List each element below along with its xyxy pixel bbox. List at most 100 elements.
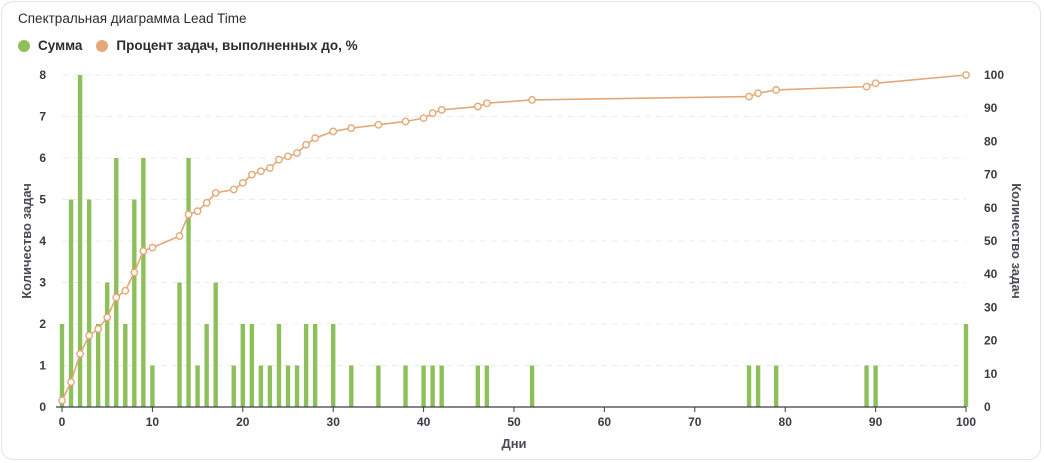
bar [86,199,92,407]
legend-label-sum: Сумма [38,38,83,53]
bar [439,365,444,407]
bar [213,282,218,407]
bar [195,365,200,407]
bar [529,365,535,407]
percent-point [428,109,437,118]
percent-point [247,170,256,179]
x-tick-label: 10 [146,415,160,429]
percent-point [148,243,157,252]
bar [484,365,490,407]
bar [177,282,182,407]
percent-point [184,210,193,219]
bar [258,365,264,407]
percent-point [871,79,880,88]
x-tick-label: 90 [869,415,883,429]
y-left-tick-label: 4 [39,234,46,248]
bar [746,365,752,407]
y-right-tick-label: 80 [984,134,998,148]
bar [755,365,761,407]
y-right-tick-label: 30 [984,300,998,314]
percent-point [193,207,202,216]
bar [249,324,255,407]
percent-point [754,89,762,98]
grid-lines [62,74,966,366]
percent-point [256,167,265,176]
bar [186,158,191,407]
bar [105,282,110,407]
legend-item-percent[interactable]: Процент задач, выполненных до, % [96,38,358,53]
axis-labels: Дни Количество задач Количество задач [19,183,1024,451]
percent-point [311,134,320,142]
y-right-tick-label: 90 [984,101,998,115]
percent-point [85,331,94,340]
percent-point [374,120,383,129]
chart-legend: Сумма Процент задач, выполненных до, % [18,38,372,53]
y-left-axis-label: Количество задач [19,183,34,299]
x-tick-label: 20 [236,415,250,429]
percent-point [121,286,130,295]
y-left-tick-label: 7 [39,110,46,124]
bar [349,365,354,407]
percent-point [482,99,491,108]
percent-point [67,378,75,386]
y-left-tick-label: 8 [39,68,46,82]
x-tick-label: 70 [688,415,702,429]
y-right-tick-label: 20 [984,334,998,348]
axes: 0 10 20 30 40 50 60 70 80 90 100012345678010203040… [39,68,1004,429]
percent-point [329,127,338,136]
percent-point [238,178,247,187]
line-series [58,71,970,405]
y-left-tick-label: 5 [39,193,46,207]
y-left-tick-label: 1 [39,359,46,373]
x-axis-label: Дни [501,436,526,451]
bar [150,365,155,407]
bar [376,365,381,407]
y-right-tick-label: 100 [984,68,1004,82]
x-tick-label: 40 [417,415,431,429]
percent-point [284,152,292,161]
y-right-tick-label: 70 [984,168,998,182]
legend-swatch-percent [96,39,109,52]
bar [864,365,869,407]
percent-point [202,198,211,207]
bar [963,324,969,407]
bar [95,324,101,407]
percent-point [293,149,301,157]
percent-point [302,140,310,149]
percent-point [139,247,148,255]
bar [285,365,291,407]
percent-point [419,114,428,123]
y-right-axis-label: Количество задач [1009,183,1024,299]
percent-point [528,96,536,104]
bar [114,158,119,407]
legend-item-sum[interactable]: Сумма [18,38,82,53]
bar [312,324,318,407]
x-tick-label: 100 [956,415,976,429]
percent-point [772,86,781,94]
y-right-tick-label: 60 [984,201,998,215]
bar [77,75,83,407]
percent-point [76,349,84,358]
bar [240,324,245,407]
percent-point [437,105,446,114]
bar [141,158,146,407]
percent-point [862,82,871,91]
percent-point [130,268,139,277]
x-tick-label: 60 [598,415,612,429]
percent-point [275,155,283,164]
y-left-tick-label: 3 [39,276,46,290]
percent-point [266,164,274,172]
bar [475,365,481,407]
bar [267,365,273,407]
legend-label-percent: Процент задач, выполненных до, % [116,38,358,53]
percent-point [229,185,238,194]
percent-point [401,117,410,126]
percent-point [112,293,121,302]
percent-point [347,124,356,133]
bar [231,365,236,407]
percent-point [745,92,753,101]
bar-series [59,75,969,407]
y-right-tick-label: 0 [984,400,991,414]
chart-title: Спектральная диаграмма Lead Time [18,11,247,26]
bar [276,324,282,407]
